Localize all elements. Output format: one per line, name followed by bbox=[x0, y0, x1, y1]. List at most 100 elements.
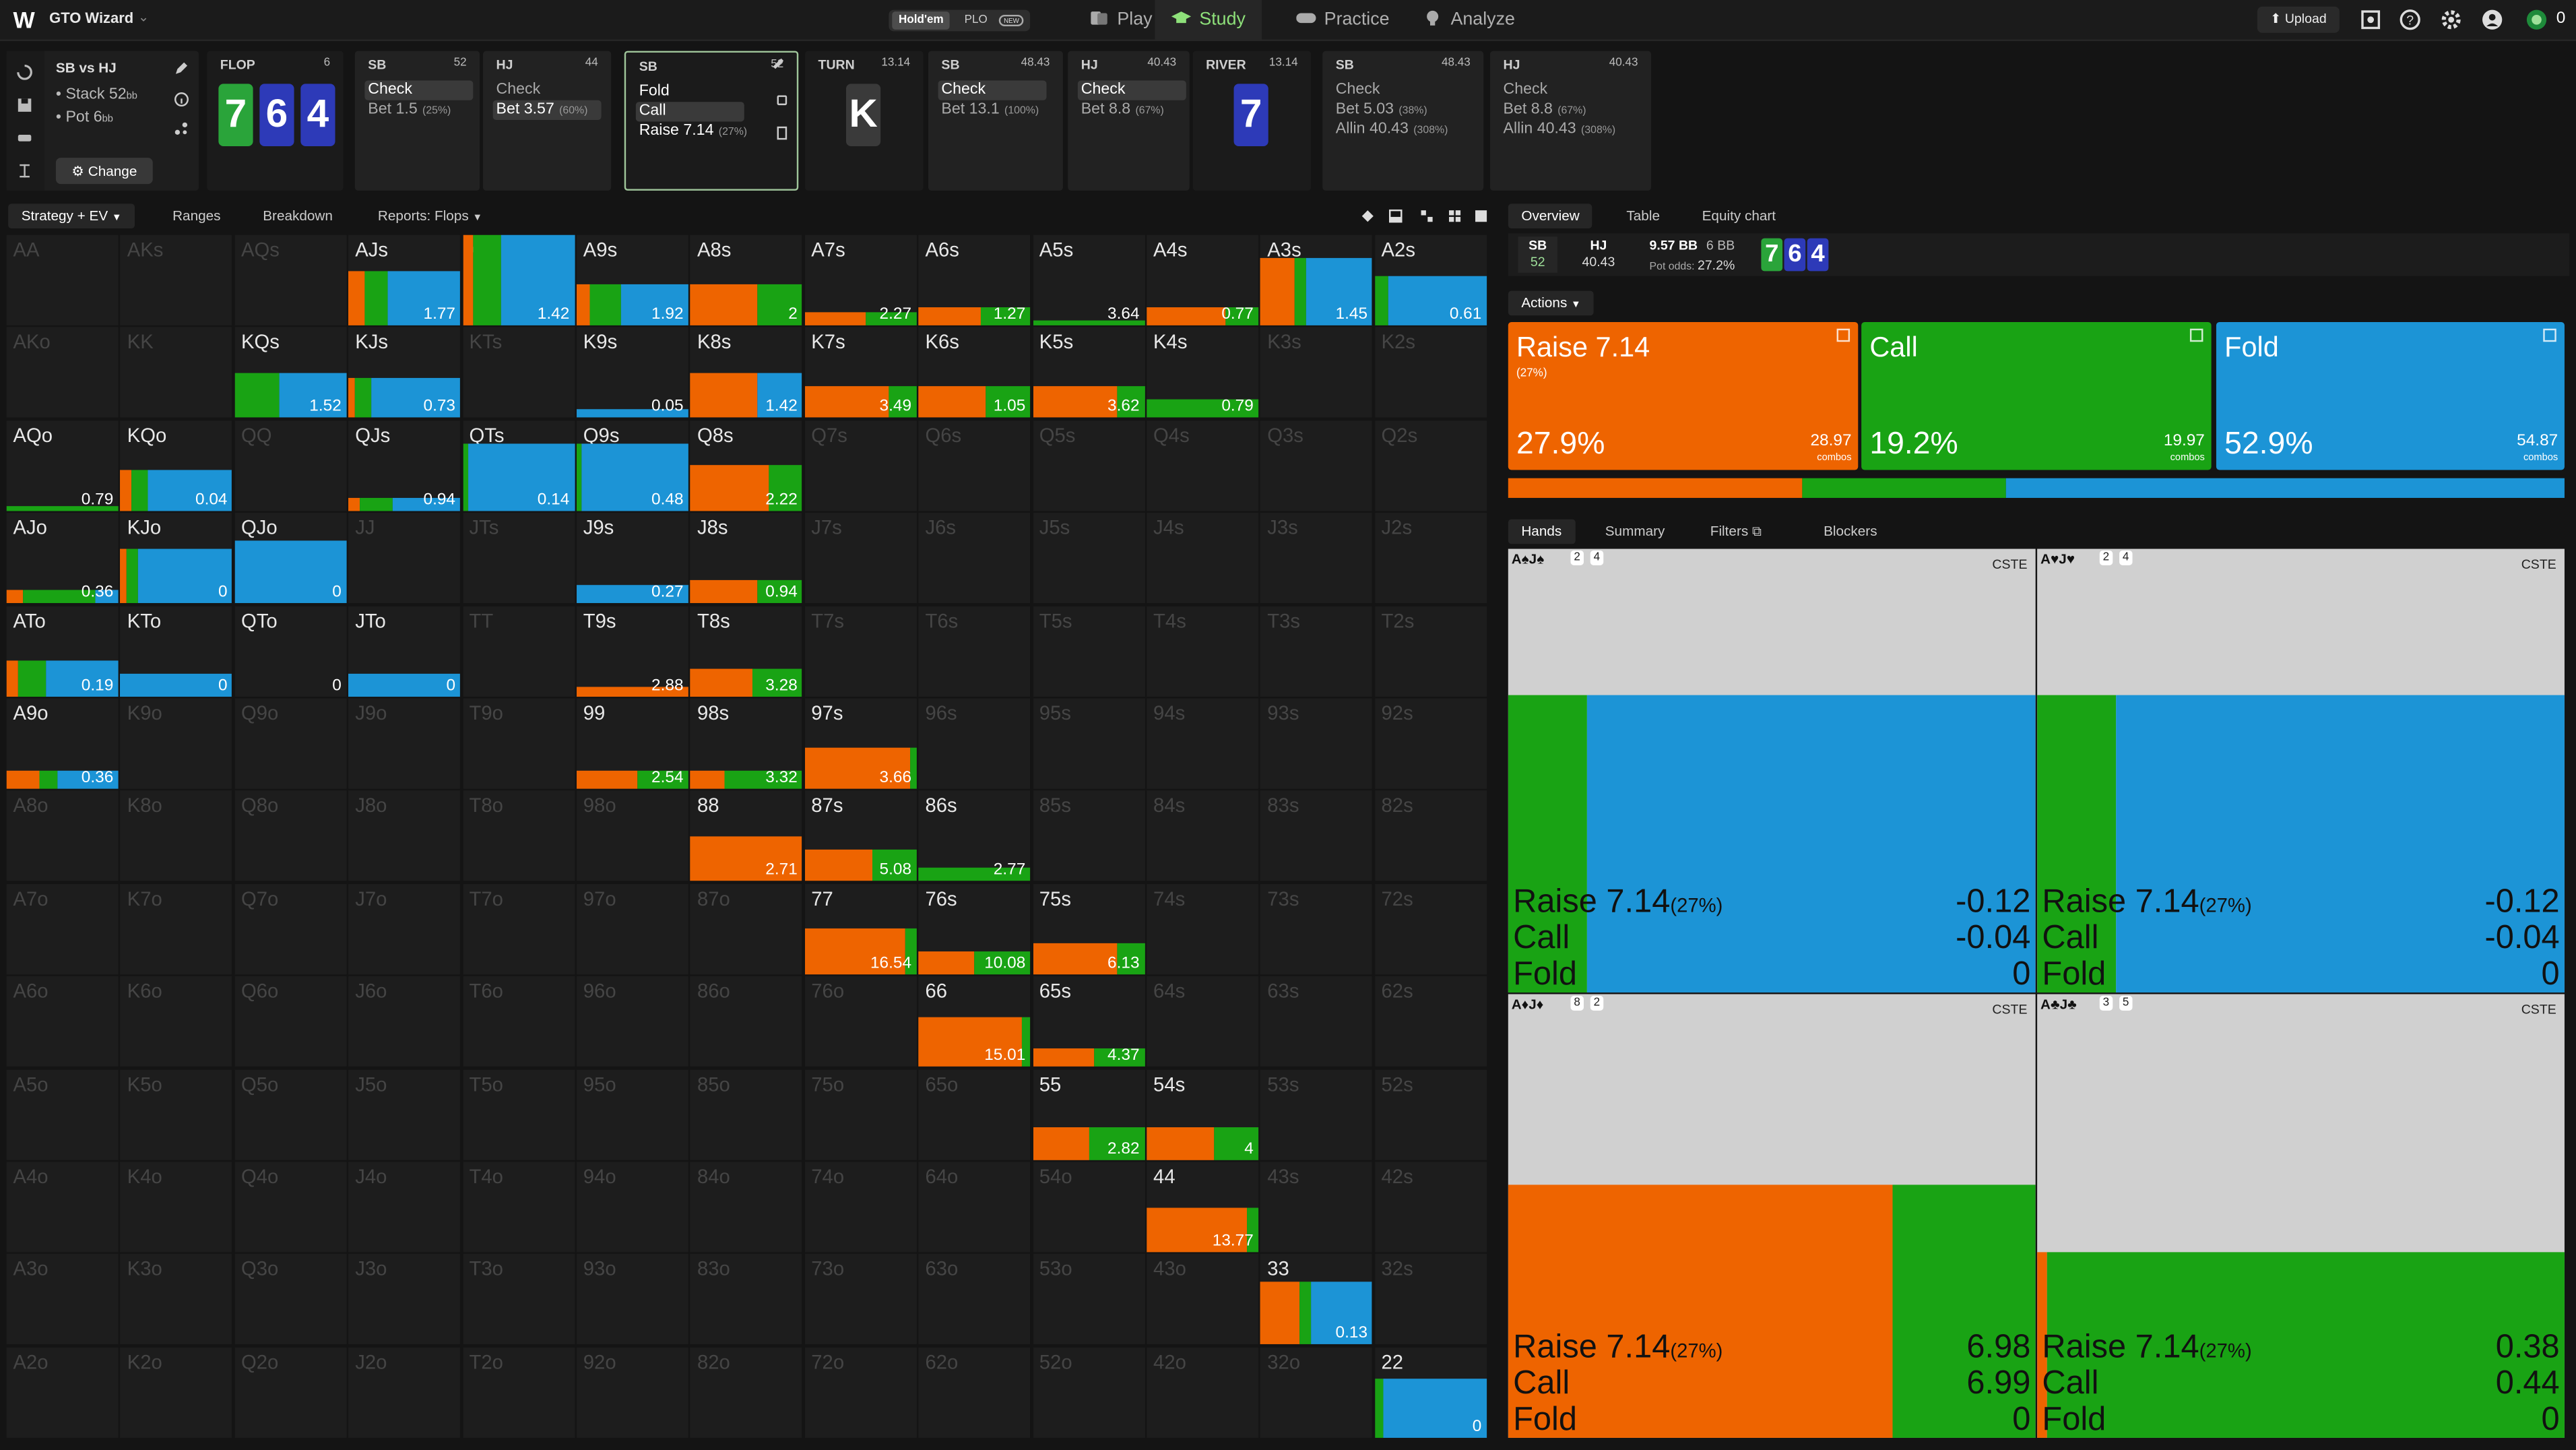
hand-cell[interactable]: 52o bbox=[1033, 1347, 1145, 1438]
hand-cell[interactable]: T3s bbox=[1260, 605, 1373, 697]
hand-cell[interactable]: 84o bbox=[690, 1162, 803, 1253]
hand-cell[interactable]: K9s 0.05 bbox=[577, 327, 688, 418]
hand-cell[interactable]: T9o bbox=[462, 698, 575, 789]
text-cursor-icon[interactable] bbox=[16, 162, 32, 179]
hand-cell[interactable]: K5s 3.62 bbox=[1033, 327, 1145, 418]
hand-cell[interactable]: 96s bbox=[918, 698, 1031, 789]
hand-cell[interactable]: 83s bbox=[1260, 791, 1373, 882]
hand-cell[interactable]: A2s 0.61 bbox=[1374, 234, 1487, 325]
action-card-fold[interactable]: Fold 52.9% 54.87 combos bbox=[2216, 322, 2565, 470]
hand-cell[interactable]: KJo 0 bbox=[120, 513, 232, 604]
hand-cell[interactable]: A5o bbox=[6, 1069, 119, 1160]
hand-cell[interactable]: T6s bbox=[918, 605, 1031, 697]
hand-cell[interactable]: 22 0 bbox=[1374, 1347, 1487, 1438]
hand-cell[interactable]: T4o bbox=[462, 1162, 575, 1253]
hand-cell[interactable]: J2s bbox=[1374, 513, 1487, 604]
hand-cell[interactable]: K4s 0.79 bbox=[1147, 327, 1259, 418]
hand-cell[interactable]: 75o bbox=[804, 1069, 917, 1160]
hand-cell[interactable]: T2o bbox=[462, 1347, 575, 1438]
spot-sb[interactable]: SB 48.43 Check Bet 13.1 (100%) bbox=[928, 51, 1063, 191]
hand-cell[interactable]: 88 2.71 bbox=[690, 791, 803, 882]
hand-cell[interactable]: QJo 0 bbox=[234, 513, 347, 604]
nav-analyze[interactable]: Analyze bbox=[1409, 0, 1528, 41]
hand-cell[interactable]: A8o bbox=[6, 791, 119, 882]
hand-cell[interactable]: A9s 1.92 bbox=[577, 234, 688, 325]
hand-cell[interactable]: JTo 0 bbox=[348, 605, 461, 697]
hand-cell[interactable]: 85s bbox=[1033, 791, 1145, 882]
hand-cell[interactable]: AKo bbox=[6, 327, 119, 418]
expand-icon[interactable] bbox=[1419, 209, 1434, 224]
hand-cell[interactable]: 82o bbox=[690, 1347, 803, 1438]
hand-cell[interactable]: 43s bbox=[1260, 1162, 1373, 1253]
lock-icon[interactable] bbox=[777, 95, 787, 106]
hand-cell[interactable]: K3s bbox=[1260, 327, 1373, 418]
hand-cell[interactable]: T4s bbox=[1147, 605, 1259, 697]
spot-action-check[interactable]: Check bbox=[493, 81, 602, 100]
hand-cell[interactable]: K8s 1.42 bbox=[690, 327, 803, 418]
hand-cell[interactable]: KQo 0.04 bbox=[120, 420, 232, 511]
hand-cell[interactable]: 98s 3.32 bbox=[690, 698, 803, 789]
hand-cell[interactable]: 66 15.01 bbox=[918, 976, 1031, 1067]
expand-icon[interactable] bbox=[2189, 328, 2203, 342]
spot-flop[interactable]: FLOP 6 7 6 4 bbox=[207, 51, 344, 191]
nav-practice[interactable]: Practice bbox=[1283, 0, 1403, 41]
hand-cell[interactable]: 94o bbox=[577, 1162, 688, 1253]
hand-cell[interactable]: K2s bbox=[1374, 327, 1487, 418]
hand-cell[interactable]: 95o bbox=[577, 1069, 688, 1160]
hand-cell[interactable]: K6o bbox=[120, 976, 232, 1067]
holdem-toggle[interactable]: Hold'em bbox=[892, 11, 951, 30]
hand-card[interactable]: A♥J♥ 2 4 CSTE Raise 7.14(27%) -0.12 Call -0.04 F… bbox=[2037, 548, 2565, 993]
hand-cell[interactable]: 86s 2.77 bbox=[918, 791, 1031, 882]
hand-cell[interactable]: T8o bbox=[462, 791, 575, 882]
plo-toggle[interactable]: PLO bbox=[964, 14, 988, 27]
hand-cell[interactable]: J6o bbox=[348, 976, 461, 1067]
hand-cell[interactable]: 92o bbox=[577, 1347, 688, 1438]
hand-cell[interactable]: 32s bbox=[1374, 1254, 1487, 1345]
hand-cell[interactable]: Q6o bbox=[234, 976, 347, 1067]
hand-cell[interactable]: 94s bbox=[1147, 698, 1259, 789]
hand-cell[interactable]: 42s bbox=[1374, 1162, 1487, 1253]
hand-cell[interactable]: 98o bbox=[577, 791, 688, 882]
nav-study[interactable]: Study bbox=[1155, 0, 1262, 41]
car-icon[interactable] bbox=[16, 130, 32, 146]
hand-cell[interactable]: AJs 1.77 bbox=[348, 234, 461, 325]
hand-cell[interactable]: A8s 2 bbox=[690, 234, 803, 325]
spot-hj[interactable]: HJ 44 Check Bet 3.57 (60%) bbox=[483, 51, 612, 191]
hand-cell[interactable]: AQs bbox=[234, 234, 347, 325]
spot-action-check[interactable]: Check bbox=[364, 80, 474, 100]
hand-cell[interactable]: ATs1.42 bbox=[462, 234, 575, 325]
hand-cell[interactable]: Q5s bbox=[1033, 420, 1145, 511]
square-icon[interactable] bbox=[1474, 209, 1489, 224]
spot-hj[interactable]: HJ 40.43 Check Bet 8.8 (67%) Allin 40.43 (308%… bbox=[1489, 51, 1651, 191]
spot-river[interactable]: RIVER 13.14 7 bbox=[1192, 51, 1312, 191]
hand-cell[interactable]: A6o bbox=[6, 976, 119, 1067]
hand-cell[interactable]: Q3o bbox=[234, 1254, 347, 1345]
hand-cell[interactable]: Q2s bbox=[1374, 420, 1487, 511]
hand-cell[interactable]: K3o bbox=[120, 1254, 232, 1345]
gear-icon[interactable] bbox=[2440, 8, 2463, 31]
hand-card[interactable]: A♣J♣ 3 5 CSTE Raise 7.14(27%) 0.38 Call 0.44 Fol… bbox=[2037, 994, 2565, 1438]
hand-cell[interactable]: T8s 3.28 bbox=[690, 605, 803, 697]
hand-cell[interactable]: J2o bbox=[348, 1347, 461, 1438]
hand-cell[interactable]: QTs 0.14 bbox=[462, 420, 575, 511]
hand-cell[interactable]: A3o bbox=[6, 1254, 119, 1345]
hand-cell[interactable]: A2o bbox=[6, 1347, 119, 1438]
hand-cell[interactable]: 53s bbox=[1260, 1069, 1373, 1160]
hand-cell[interactable]: K7o bbox=[120, 883, 232, 974]
hand-cell[interactable]: 75s 6.13 bbox=[1033, 883, 1145, 974]
hand-cell[interactable]: J8o bbox=[348, 791, 461, 882]
hand-cell[interactable]: T6o bbox=[462, 976, 575, 1067]
hand-cell[interactable]: T7o bbox=[462, 883, 575, 974]
hand-cell[interactable]: J3s bbox=[1260, 513, 1373, 604]
hand-cell[interactable]: A4s 0.77 bbox=[1147, 234, 1259, 325]
hand-cell[interactable]: Q2o bbox=[234, 1347, 347, 1438]
hand-cell[interactable]: Q4s bbox=[1147, 420, 1259, 511]
expand-icon[interactable] bbox=[1836, 328, 1850, 342]
hand-cell[interactable]: K6s 1.05 bbox=[918, 327, 1031, 418]
hand-cell[interactable]: 74s bbox=[1147, 883, 1259, 974]
coin-icon[interactable] bbox=[2525, 8, 2548, 31]
hand-cell[interactable]: KQs 1.52 bbox=[234, 327, 347, 418]
hand-cell[interactable]: QJs 0.94 bbox=[348, 420, 461, 511]
spot-sb[interactable]: SB 52 Check Bet 1.5 (25%) bbox=[354, 51, 480, 191]
hand-cell[interactable]: AA bbox=[6, 234, 119, 325]
